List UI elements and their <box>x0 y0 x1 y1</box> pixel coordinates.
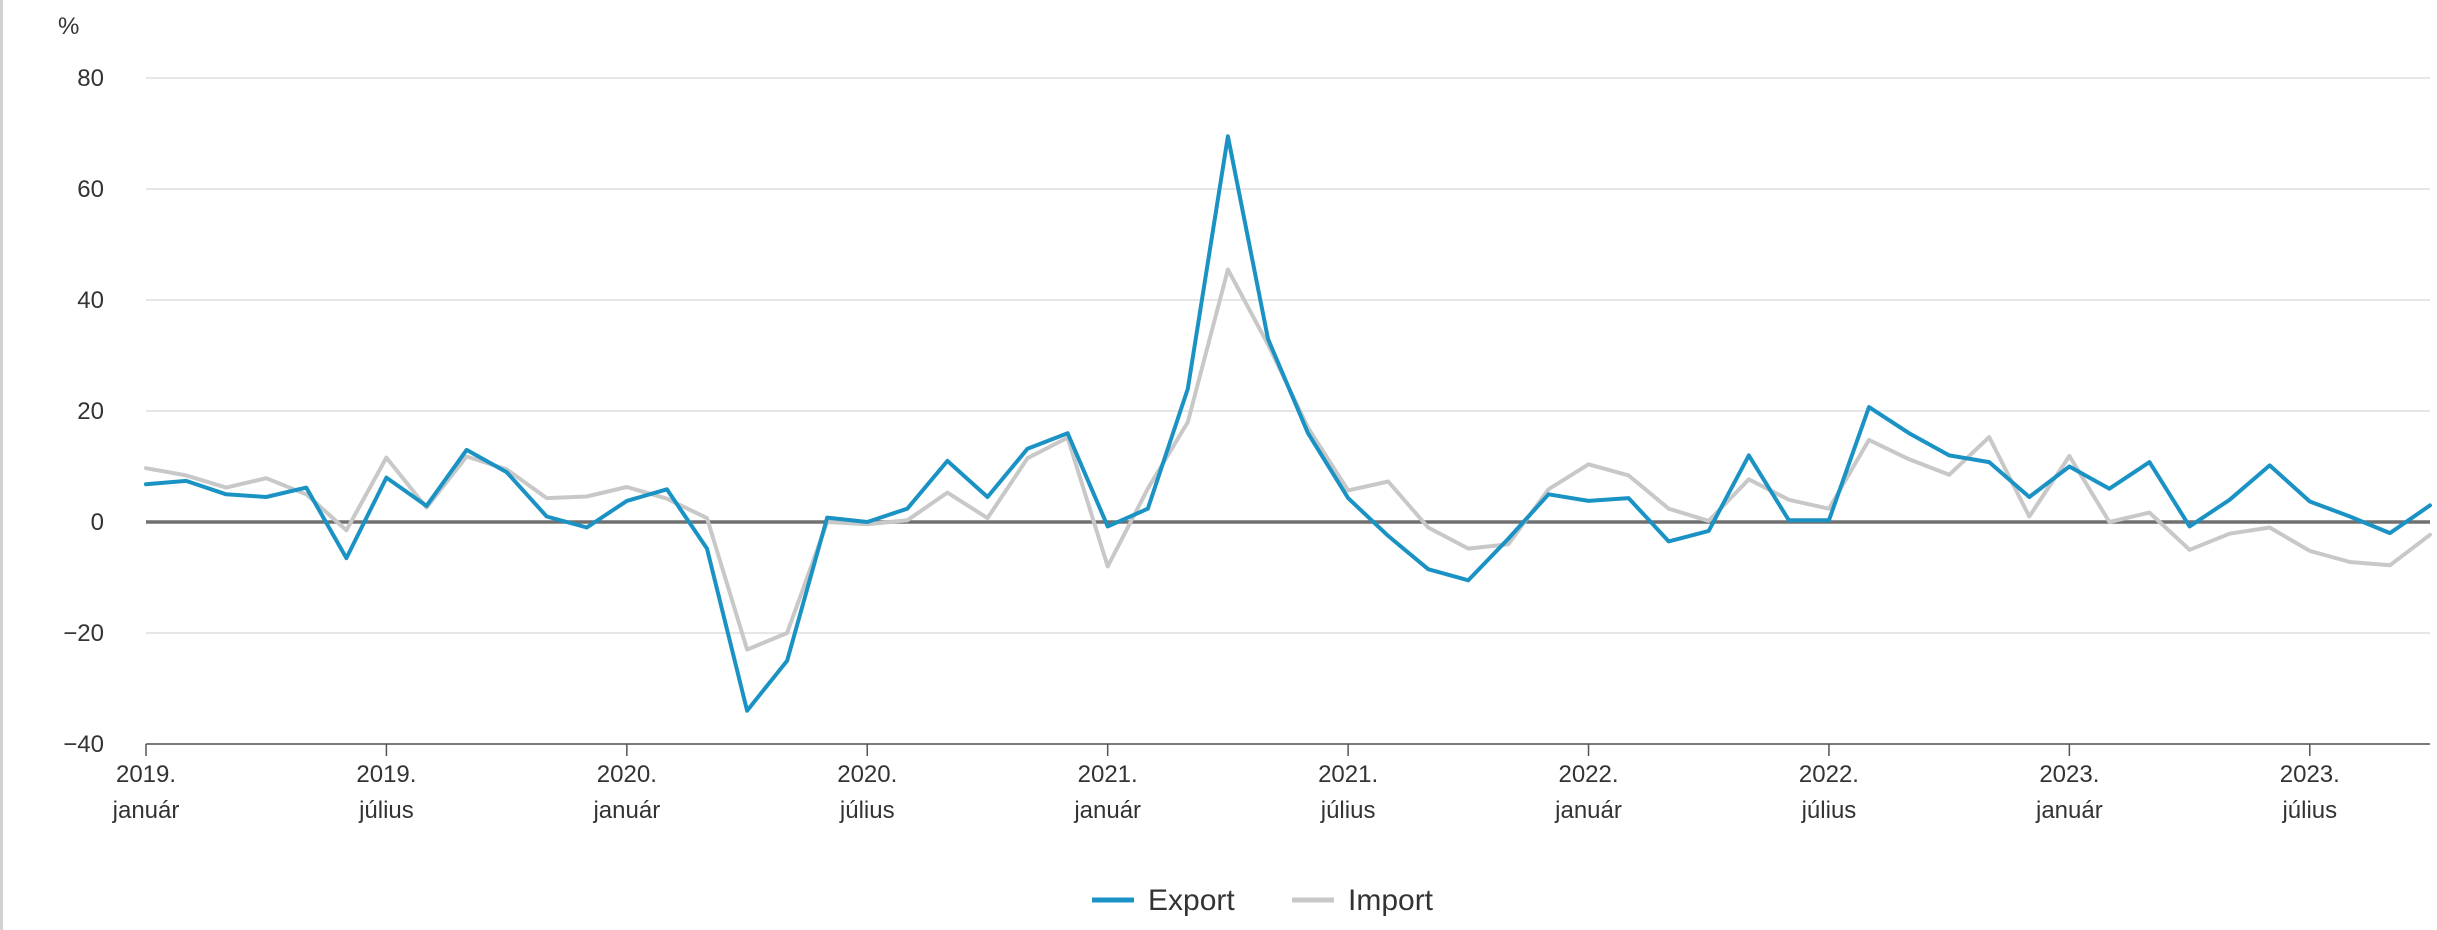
x-tick-month: július <box>358 797 414 824</box>
y-unit-label: % <box>58 13 79 40</box>
x-tick-month: július <box>2281 797 2337 824</box>
left-border <box>0 0 3 930</box>
x-tick-year: 2021. <box>1078 761 1138 788</box>
series-line-export <box>144 134 2432 713</box>
series-line-import <box>144 267 2432 652</box>
x-tick-year: 2023. <box>2039 761 2099 788</box>
x-tick-year: 2019. <box>116 761 176 788</box>
x-tick-month: július <box>1320 797 1376 824</box>
x-tick-month: július <box>1801 797 1857 824</box>
y-tick-label: 80 <box>77 65 104 92</box>
x-tick-year: 2020. <box>597 761 657 788</box>
x-tick-month: január <box>2035 797 2103 824</box>
y-tick-label: −20 <box>63 620 104 647</box>
y-tick-label: 60 <box>77 176 104 203</box>
x-tick-month: január <box>1073 797 1141 824</box>
x-tick-month: január <box>112 797 180 824</box>
legend-label-import: Import <box>1348 884 1434 917</box>
y-tick-label: −40 <box>63 731 104 758</box>
x-tick-month: január <box>1554 797 1622 824</box>
x-tick-year: 2019. <box>356 761 416 788</box>
x-tick-month: január <box>592 797 660 824</box>
x-tick-year: 2022. <box>1558 761 1618 788</box>
x-tick-year: 2022. <box>1799 761 1859 788</box>
legend-label-export: Export <box>1148 884 1235 917</box>
x-tick-month: július <box>839 797 895 824</box>
y-tick-label: 20 <box>77 398 104 425</box>
x-tick-year: 2020. <box>837 761 897 788</box>
x-tick-year: 2021. <box>1318 761 1378 788</box>
y-tick-label: 40 <box>77 287 104 314</box>
x-tick-year: 2023. <box>2280 761 2340 788</box>
y-tick-label: 0 <box>91 509 104 536</box>
